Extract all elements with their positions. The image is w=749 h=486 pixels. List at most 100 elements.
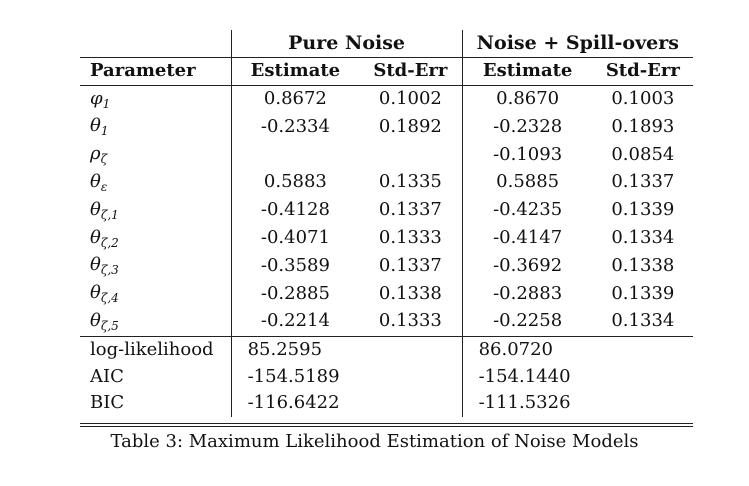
estimate-spillovers: -0.1093	[461, 141, 593, 169]
group-header-row: Pure Noise Noise + Spill-overs	[80, 30, 693, 58]
parameter-subscript: ζ,5	[100, 318, 119, 333]
table-row: θ1 -0.2334 0.1892 -0.2328 0.1893	[80, 113, 693, 142]
column-header-estimate-1: Estimate	[230, 56, 360, 86]
stderr-spillovers: 0.1334	[611, 310, 675, 332]
parameter-subscript: ζ,3	[100, 263, 119, 278]
estimate-spillovers: -0.4235	[461, 196, 593, 225]
group-header-empty	[80, 30, 231, 57]
column-header-parameter: Parameter	[80, 56, 232, 86]
parameter-cell: θζ,2	[80, 225, 231, 253]
stderr-pure-noise: 0.1333	[378, 310, 442, 332]
stderr-spillovers: 0.1339	[611, 199, 675, 221]
parameter-cell: ρζ	[80, 141, 231, 169]
statistic-empty	[359, 390, 462, 417]
table-row: AIC -154.5189 -154.1440	[80, 363, 693, 391]
parameter-subscript: 1	[100, 124, 109, 139]
estimate-spillovers: 0.8670	[461, 85, 593, 114]
table-row: θζ,2 -0.4071 0.1333 -0.4147 0.1334	[80, 224, 693, 253]
parameter-cell: θζ,1	[80, 197, 231, 225]
column-header-row: Parameter Estimate Std-Err Estimate Std-…	[80, 56, 693, 86]
stderr-spillovers: 0.1003	[611, 88, 675, 110]
stderr-spillovers: 0.1337	[611, 171, 675, 193]
stderr-pure-noise: 0.1892	[378, 115, 442, 137]
statistic-label: AIC	[90, 365, 124, 387]
statistic-label: log-likelihood	[80, 335, 232, 364]
column-header-estimate-2: Estimate	[461, 56, 593, 86]
stderr-pure-noise: 0.1337	[378, 199, 442, 221]
estimate-spillovers: -0.2883	[461, 280, 593, 308]
parameter-symbol: φ	[90, 87, 103, 109]
table-row: θζ,1 -0.4128 0.1337 -0.4235 0.1339	[80, 196, 693, 225]
parameter-subscript: ζ	[100, 152, 108, 167]
statistic-empty	[593, 390, 693, 417]
estimate-pure-noise: -0.3589	[230, 252, 360, 281]
statistic-empty	[359, 335, 463, 364]
group-header-noise-spillovers: Noise + Spill-overs	[461, 30, 693, 58]
parameter-subscript: ζ,4	[100, 291, 119, 306]
estimate-spillovers: -0.4147	[461, 224, 593, 253]
statistic-pure-noise: 85.2595	[230, 335, 360, 364]
parameter-symbol: θ	[90, 226, 101, 248]
statistic-pure-noise: -154.5189	[230, 363, 360, 391]
fit-statistics-rows: log-likelihood 85.2595 86.0720 AIC -154.…	[80, 335, 693, 418]
parameter-symbol: θ	[90, 309, 101, 331]
table-row: ρζ -0.1093 0.0854	[80, 141, 693, 169]
stderr-spillovers: 0.1893	[611, 115, 675, 137]
parameter-subscript: ζ,2	[100, 235, 119, 250]
table-row: θζ,3 -0.3589 0.1337 -0.3692 0.1338	[80, 252, 693, 281]
column-header-stderr-2: Std-Err	[592, 56, 693, 86]
table-row: θζ,4 -0.2885 0.1338 -0.2883 0.1339	[80, 280, 693, 308]
estimate-pure-noise	[230, 141, 360, 169]
statistic-empty	[592, 335, 693, 364]
parameter-symbol: θ	[90, 198, 101, 220]
parameter-symbol: θ	[90, 254, 101, 276]
parameter-symbol: ρ	[90, 143, 101, 165]
statistic-spillovers: -111.5326	[461, 390, 593, 418]
parameter-cell: φ1	[80, 85, 231, 113]
parameter-symbol: θ	[90, 115, 101, 137]
mle-noise-models-table: Pure Noise Noise + Spill-overs Parameter…	[80, 30, 693, 418]
table-bottom-double-rule	[80, 423, 693, 428]
column-header-stderr-1: Std-Err	[359, 56, 463, 86]
table-row: BIC -116.6422 -111.5326	[80, 390, 693, 418]
parameter-rows: φ1 0.8672 0.1002 0.8670 0.1003 θ1 -0.233…	[80, 85, 693, 337]
estimate-spillovers: -0.3692	[461, 252, 593, 281]
parameter-subscript: 1	[102, 96, 111, 111]
estimate-pure-noise: -0.2334	[230, 113, 360, 142]
parameter-subscript: ε	[100, 179, 108, 194]
statistic-label: BIC	[90, 392, 125, 414]
parameter-cell: θε	[80, 169, 231, 197]
statistic-spillovers: 86.0720	[461, 335, 593, 364]
estimate-spillovers: -0.2258	[461, 307, 593, 337]
stderr-spillovers: 0.1338	[611, 254, 675, 276]
noise-models-table-container: Pure Noise Noise + Spill-overs Parameter…	[80, 30, 693, 428]
table-row: θζ,5 -0.2214 0.1333 -0.2258 0.1334	[80, 307, 693, 337]
statistic-spillovers: -154.1440	[461, 363, 593, 391]
parameter-cell: θ1	[80, 113, 231, 141]
stderr-spillovers: 0.0854	[611, 143, 675, 165]
estimate-pure-noise: 0.8672	[230, 85, 360, 114]
parameter-cell: θζ,4	[80, 280, 231, 308]
statistic-empty	[359, 364, 462, 391]
statistic-pure-noise: -116.6422	[230, 390, 360, 418]
estimate-pure-noise: -0.2885	[230, 280, 360, 308]
stderr-pure-noise: 0.1337	[378, 254, 442, 276]
estimate-pure-noise: -0.4128	[230, 196, 360, 225]
stderr-pure-noise	[359, 141, 462, 169]
group-header-pure-noise: Pure Noise	[230, 30, 463, 58]
parameter-symbol: θ	[90, 282, 101, 304]
table-row: log-likelihood 85.2595 86.0720	[80, 335, 693, 364]
estimate-pure-noise: -0.4071	[230, 224, 360, 253]
stderr-spillovers: 0.1334	[611, 227, 675, 249]
statistic-empty	[593, 364, 693, 391]
parameter-symbol: θ	[90, 170, 101, 192]
stderr-pure-noise: 0.1335	[378, 171, 442, 193]
estimate-spillovers: -0.2328	[461, 113, 593, 142]
table-row: θε 0.5883 0.1335 0.5885 0.1337	[80, 168, 693, 197]
parameter-cell: θζ,3	[80, 252, 231, 280]
table-row: φ1 0.8672 0.1002 0.8670 0.1003	[80, 85, 693, 114]
table-caption: Table 3: Maximum Likelihood Estimation o…	[110, 431, 639, 452]
stderr-pure-noise: 0.1338	[378, 282, 442, 304]
stderr-spillovers: 0.1339	[611, 282, 675, 304]
parameter-cell: θζ,5	[80, 308, 231, 336]
